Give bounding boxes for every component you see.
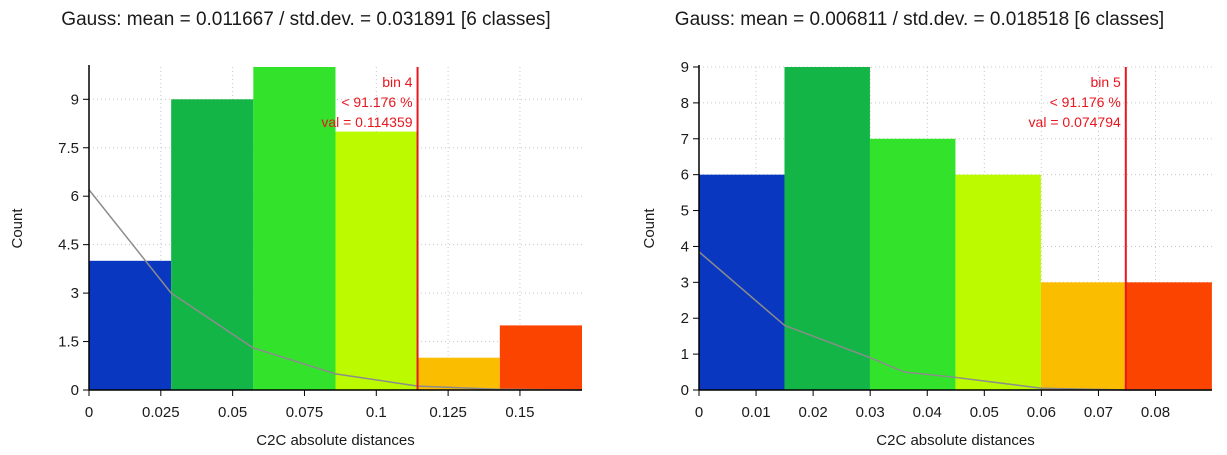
- y-tick-label: 8: [681, 95, 689, 112]
- threshold-label: < 91.176 %: [1050, 94, 1121, 110]
- x-tick-label: 0.125: [429, 404, 467, 421]
- y-tick-label: 6: [681, 167, 689, 184]
- histogram-panel-right: Gauss: mean = 0.006811 / std.dev. = 0.01…: [612, 0, 1227, 455]
- histogram-panel-left: Gauss: mean = 0.011667 / std.dev. = 0.03…: [0, 0, 612, 455]
- threshold-label: < 91.176 %: [341, 94, 412, 110]
- x-axis-title: C2C absolute distances: [256, 432, 414, 449]
- y-axis-title: Count: [9, 208, 26, 249]
- y-tick-label: 9: [71, 91, 79, 108]
- x-tick-label: 0.03: [856, 404, 885, 421]
- histogram-bar-3: [869, 138, 956, 390]
- y-tick-label: 6: [71, 188, 79, 205]
- threshold-label: bin 5: [1090, 74, 1121, 90]
- histogram-bar-5: [1040, 282, 1127, 390]
- histogram-bar-3: [253, 67, 336, 390]
- y-tick-label: 0: [71, 382, 79, 399]
- histogram-bar-2: [171, 99, 254, 391]
- histogram-bar-2: [784, 67, 870, 390]
- histogram-chart-right: bin 5 < 91.176 % val = 0.074794 0 1 2 3 4 5 6 7 8 9 0…: [641, 59, 1212, 449]
- x-tick-label: 0.05: [970, 404, 999, 421]
- y-tick-label: 3: [71, 285, 79, 302]
- chart-title-left: Gauss: mean = 0.011667 / std.dev. = 0.03…: [61, 9, 551, 30]
- x-tick-label: 0.15: [505, 404, 534, 421]
- x-tick-label: 0.1: [366, 404, 387, 421]
- threshold-label: bin 4: [382, 74, 413, 90]
- x-tick-label: 0.08: [1141, 404, 1170, 421]
- histogram-bar-6: [499, 325, 582, 390]
- x-tick-label: 0.05: [218, 404, 247, 421]
- histogram-bar-4: [955, 174, 1041, 390]
- y-tick-label: 1: [681, 346, 689, 363]
- x-tick-label: 0.07: [1084, 404, 1113, 421]
- histogram-chart-left: bin 4 < 91.176 % val = 0.114359 0 1.5 3 4.5 6 7.…: [9, 65, 583, 449]
- x-tick-label: 0.06: [1027, 404, 1056, 421]
- x-tick-label: 0.025: [142, 404, 180, 421]
- y-tick-label: 9: [681, 59, 689, 76]
- x-tick-label: 0: [695, 404, 703, 421]
- histogram-bar-5: [417, 357, 500, 390]
- y-tick-label: 2: [681, 310, 689, 327]
- y-tick-label: 7: [681, 131, 689, 148]
- threshold-label: val = 0.074794: [1029, 114, 1121, 130]
- histogram-bar-1: [89, 260, 172, 390]
- y-tick-label: 0: [681, 382, 689, 399]
- threshold-label: val = 0.114359: [321, 114, 412, 130]
- y-axis-title: Count: [641, 208, 658, 249]
- histogram-bar-4: [335, 131, 418, 390]
- x-tick-label: 0.075: [286, 404, 324, 421]
- x-tick-label: 0.01: [741, 404, 770, 421]
- x-tick-label: 0.02: [799, 404, 828, 421]
- x-tick-label: 0.04: [913, 404, 942, 421]
- histogram-bar-6: [1126, 282, 1212, 390]
- y-tick-label: 4: [681, 238, 689, 255]
- chart-title-right: Gauss: mean = 0.006811 / std.dev. = 0.01…: [674, 9, 1165, 30]
- y-tick-label: 4.5: [58, 237, 79, 254]
- y-tick-label: 1.5: [58, 334, 79, 351]
- x-tick-label: 0: [85, 404, 93, 421]
- x-axis-title: C2C absolute distances: [876, 432, 1034, 449]
- y-tick-label: 7.5: [58, 140, 79, 157]
- histogram-bar-1: [699, 174, 785, 390]
- y-tick-label: 5: [681, 203, 689, 220]
- y-tick-label: 3: [681, 274, 689, 291]
